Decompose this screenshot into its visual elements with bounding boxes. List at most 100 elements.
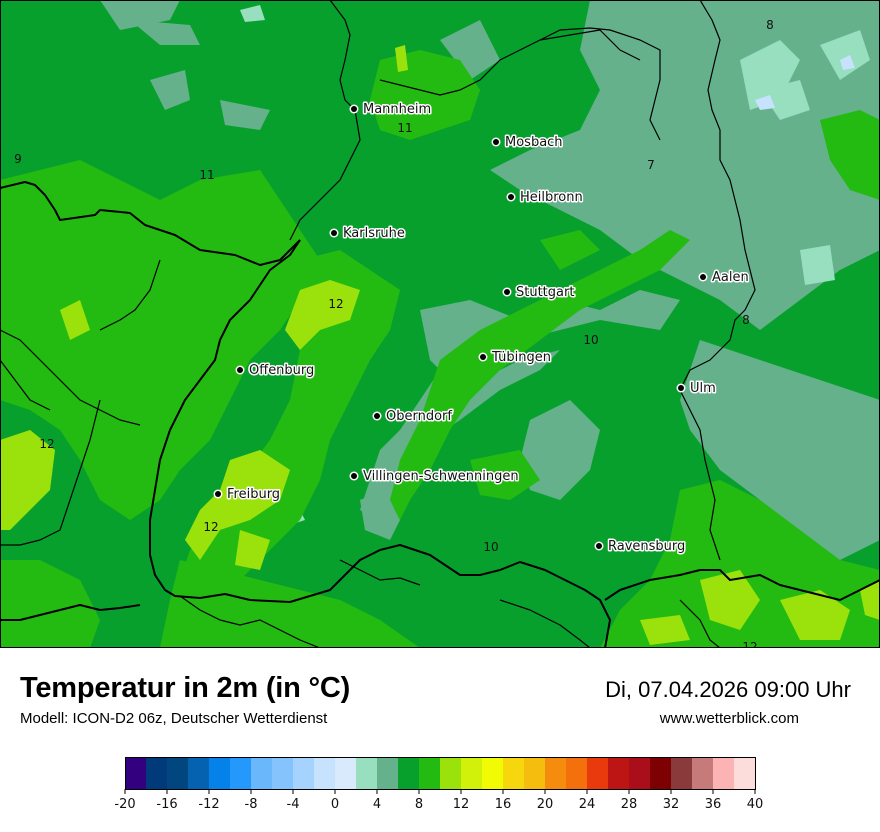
city-marker[interactable]: Aalen [698,269,750,287]
colorbar-bin [398,757,420,790]
colorbar-bins [125,757,756,790]
city-dot-icon [480,354,486,360]
city-marker[interactable]: Mosbach [491,134,564,152]
city-label: Offenburg [249,363,314,378]
colorbar-bin [524,757,546,790]
city-marker[interactable]: Stuttgart [502,284,576,302]
colorbar-bin [356,757,378,790]
colorbar-bin [251,757,273,790]
colorbar-bin [419,757,441,790]
website-link[interactable]: www.wetterblick.com [659,710,799,727]
city-dot-icon [493,139,499,145]
colorbar-tick-label: 12 [453,797,470,812]
colorbar-bin [734,757,756,790]
city-label: Ulm [690,381,716,396]
city-marker[interactable]: Offenburg [235,362,316,380]
colorbar-tick-label: 20 [537,797,554,812]
city-dot-icon [508,194,514,200]
colorbar-bin [125,757,147,790]
colorbar-tick-label: -20 [114,797,135,812]
city-dot-icon [237,367,243,373]
city-markers: Mannheim Mosbach Heilbronn Karlsruhe Aalen St… [213,101,750,556]
city-marker[interactable]: Oberndorf [372,408,454,426]
contour-label: 11 [199,168,214,182]
city-label: Tübingen [491,350,551,365]
colorbar-bin [503,757,525,790]
colorbar-tick-label: 0 [331,797,339,812]
colorbar-bin [587,757,609,790]
city-label: Villingen-Schwenningen [363,469,519,484]
contour-label: 10 [483,540,498,554]
colorbar-bin [230,757,252,790]
contour-label: 8 [766,18,774,32]
colorbar-bin [671,757,693,790]
city-label: Aalen [712,270,749,285]
colorbar-bin [293,757,315,790]
colorbar-bin [377,757,399,790]
city-label: Karlsruhe [343,226,405,241]
city-dot-icon [331,230,337,236]
contour-label: 10 [583,333,598,347]
colorbar-bin [692,757,714,790]
contour-label: 7 [647,158,655,172]
city-label: Mosbach [505,135,563,150]
colorbar-frame [125,757,756,790]
colorbar-bin [650,757,672,790]
city-label: Heilbronn [520,190,583,205]
colorbar-tick-label: 28 [621,797,638,812]
colorbar-bin [209,757,231,790]
city-dot-icon [374,413,380,419]
colorbar-bin [188,757,210,790]
colorbar-tick-label: -12 [198,797,219,812]
city-dot-icon [678,385,684,391]
city-marker[interactable]: Ulm [676,380,717,398]
city-marker[interactable]: Mannheim [349,101,433,119]
contour-label: 11 [397,121,412,135]
city-dot-icon [700,274,706,280]
contour-label: 12 [328,297,343,311]
city-marker[interactable]: Heilbronn [506,189,584,207]
temperature-field [0,0,880,648]
colorbar-ticks: -20 -16 -12 -8 -4 0 4 8 12 16 20 24 28 32 36 40 [114,789,763,812]
colorbar-bin [566,757,588,790]
colorbar-tick-label: 16 [495,797,512,812]
colorbar-tick-label: -8 [245,797,258,812]
contour-label: 12 [39,437,54,451]
colorbar-bin [440,757,462,790]
city-marker[interactable]: Ravensburg [594,538,687,556]
temperature-map[interactable]: 11 9 11 8 7 12 8 10 12 12 10 12 Mannheim Mosbach Heil… [0,0,880,648]
city-label: Freiburg [227,487,280,502]
colorbar-bin [482,757,504,790]
colorbar-bin [713,757,735,790]
contour-label: 12 [742,640,757,648]
colorbar-bin [314,757,336,790]
colorbar-bin [167,757,189,790]
colorbar-tick-label: -16 [156,797,177,812]
city-label: Stuttgart [516,285,574,300]
city-marker[interactable]: Villingen-Schwenningen [349,468,520,486]
colorbar-tick-label: 8 [415,797,423,812]
colorbar-tick-label: 40 [747,797,764,812]
colorbar-tick-label: -4 [287,797,300,812]
colorbar-tick-label: 4 [373,797,381,812]
colorbar-bin [629,757,651,790]
colorbar-tick-label: 36 [705,797,722,812]
city-label: Oberndorf [386,409,452,424]
city-marker[interactable]: Tübingen [478,349,553,367]
city-dot-icon [596,543,602,549]
colorbar-tick-label: 32 [663,797,680,812]
contour-label: 8 [742,313,750,327]
model-subtitle: Modell: ICON-D2 06z, Deutscher Wetterdie… [20,710,328,727]
temperature-colorbar: -20 -16 -12 -8 -4 0 4 8 12 16 20 24 28 32 36 40 [114,757,763,812]
colorbar-bin [272,757,294,790]
contour-label: 12 [203,520,218,534]
colorbar-bin [608,757,630,790]
city-label: Ravensburg [608,539,685,554]
map-title: Temperatur in 2m (in °C) [20,672,351,704]
colorbar-tick-label: 24 [579,797,596,812]
city-dot-icon [351,473,357,479]
city-marker[interactable]: Freiburg [213,486,282,504]
city-marker[interactable]: Karlsruhe [329,225,406,243]
city-dot-icon [504,289,510,295]
colorbar-bin [545,757,567,790]
